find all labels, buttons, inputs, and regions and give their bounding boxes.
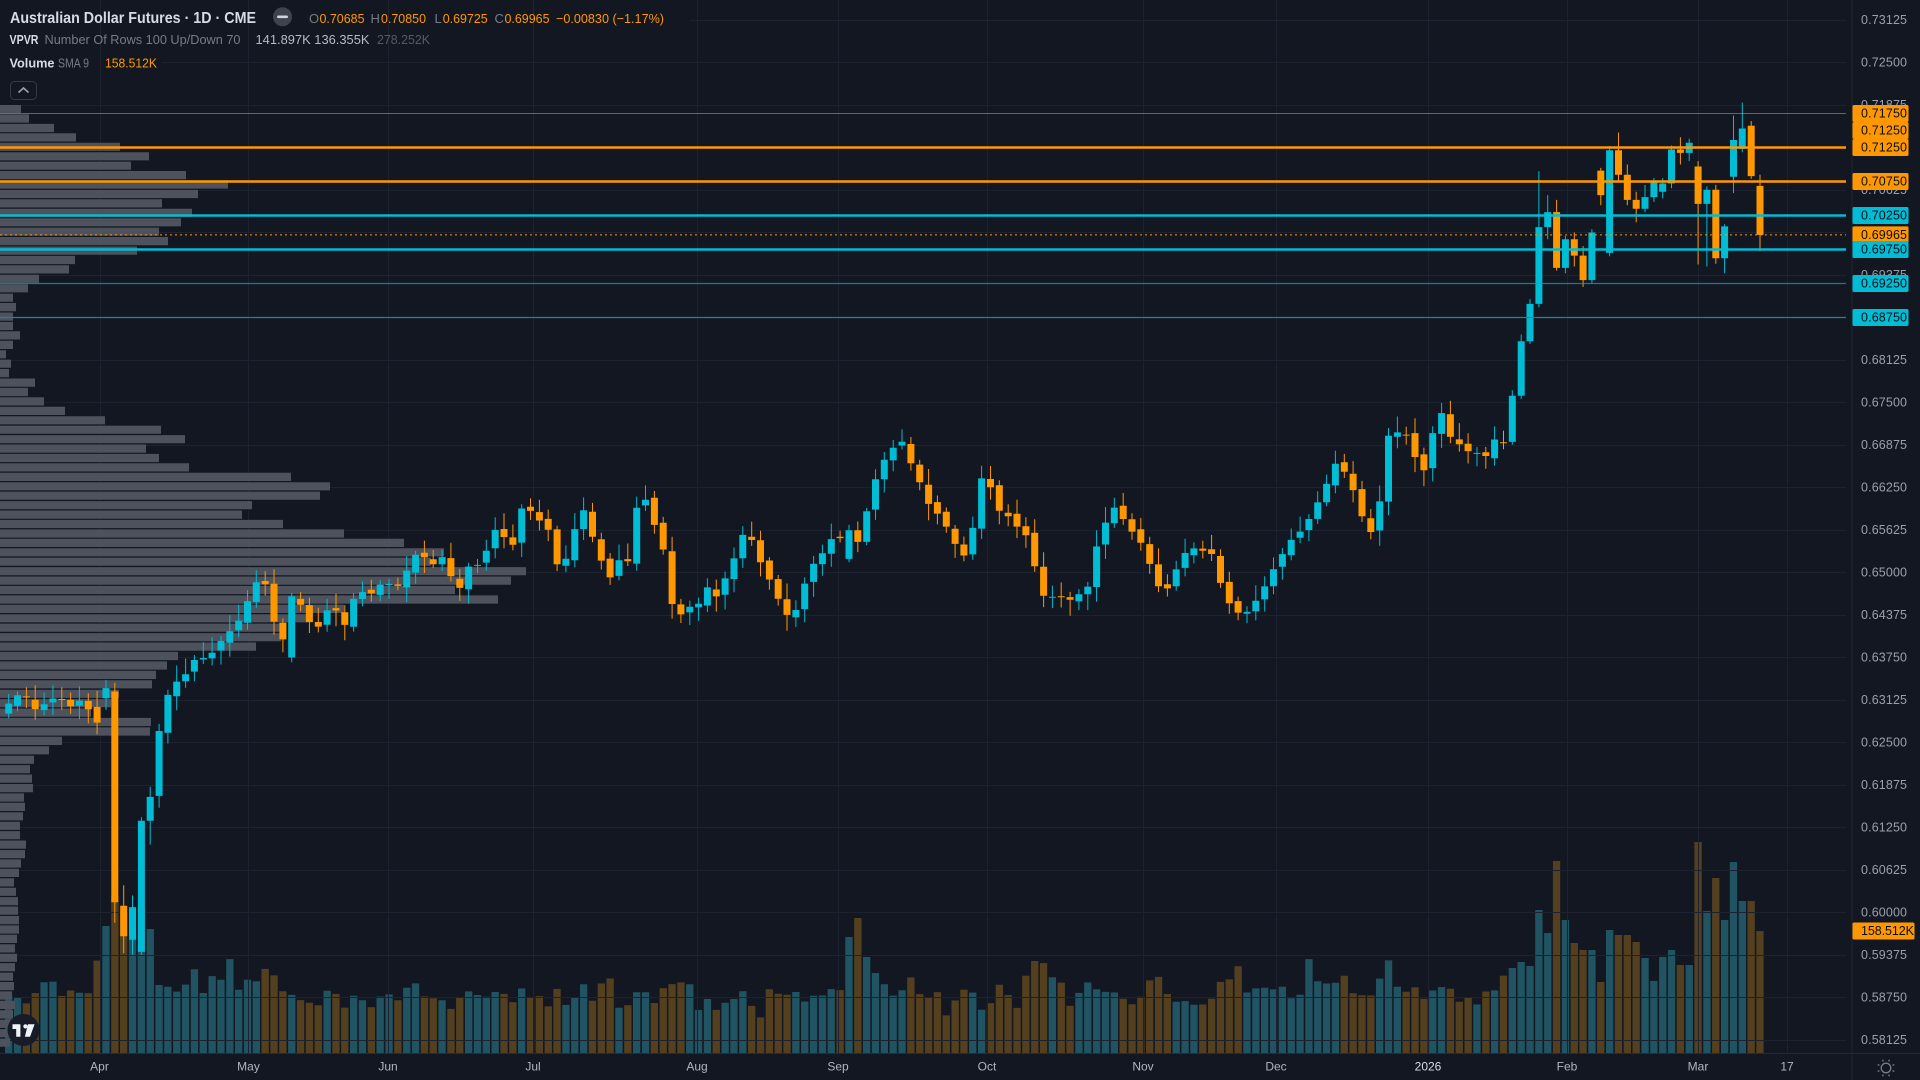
svg-text:0.69250: 0.69250	[1861, 277, 1907, 291]
svg-text:0.58125: 0.58125	[1861, 1033, 1907, 1047]
svg-text:Nov: Nov	[1132, 1060, 1153, 1074]
svg-text:0.68750: 0.68750	[1861, 311, 1907, 325]
svg-text:0.61250: 0.61250	[1861, 821, 1907, 835]
svg-text:0.65000: 0.65000	[1861, 566, 1907, 580]
svg-text:0.69965: 0.69965	[1861, 228, 1907, 242]
svg-text:0.60625: 0.60625	[1861, 863, 1907, 877]
svg-text:SMA 9: SMA 9	[58, 57, 89, 71]
svg-text:0.70750: 0.70750	[1861, 175, 1907, 189]
svg-text:Dec: Dec	[1265, 1060, 1286, 1074]
svg-text:0.68125: 0.68125	[1861, 353, 1907, 367]
svg-text:Number Of Rows 100 Up/Down 70: Number Of Rows 100 Up/Down 70	[45, 33, 241, 47]
svg-text:0.72500: 0.72500	[1861, 56, 1907, 70]
svg-text:0.73125: 0.73125	[1861, 13, 1907, 27]
svg-text:0.59375: 0.59375	[1861, 948, 1907, 962]
svg-text:VPVR: VPVR	[10, 33, 39, 47]
svg-text:0.69725: 0.69725	[443, 11, 488, 26]
svg-text:0.69965: 0.69965	[505, 11, 550, 26]
svg-text:0.61875: 0.61875	[1861, 778, 1907, 792]
svg-text:Volume: Volume	[10, 57, 55, 71]
svg-text:0.64375: 0.64375	[1861, 608, 1907, 622]
svg-text:Aug: Aug	[686, 1060, 707, 1074]
svg-text:−0.00830 (−1.17%): −0.00830 (−1.17%)	[556, 11, 664, 26]
svg-text:2026: 2026	[1415, 1060, 1442, 1074]
svg-text:Feb: Feb	[1557, 1060, 1578, 1074]
svg-text:0.65625: 0.65625	[1861, 523, 1907, 537]
svg-text:17: 17	[1780, 1060, 1794, 1074]
svg-text:Sep: Sep	[827, 1060, 849, 1074]
svg-text:0.62500: 0.62500	[1861, 736, 1907, 750]
svg-text:H: H	[371, 11, 380, 26]
svg-text:0.60000: 0.60000	[1861, 906, 1907, 920]
svg-text:Mar: Mar	[1688, 1060, 1709, 1074]
svg-text:0.66875: 0.66875	[1861, 438, 1907, 452]
svg-text:158.512K: 158.512K	[1861, 924, 1915, 938]
svg-text:Oct: Oct	[978, 1060, 997, 1074]
svg-text:0.66250: 0.66250	[1861, 481, 1907, 495]
svg-text:O: O	[309, 11, 319, 26]
svg-text:Jun: Jun	[378, 1060, 397, 1074]
svg-text:0.71250: 0.71250	[1861, 124, 1907, 138]
svg-text:Jul: Jul	[525, 1060, 540, 1074]
svg-text:158.512K: 158.512K	[105, 57, 158, 71]
svg-text:0.69750: 0.69750	[1861, 243, 1907, 257]
svg-text:0.63125: 0.63125	[1861, 693, 1907, 707]
svg-text:278.252K: 278.252K	[377, 33, 431, 47]
svg-text:Australian Dollar Futures · 1D: Australian Dollar Futures · 1D · CME	[10, 10, 256, 27]
svg-text:0.71750: 0.71750	[1861, 107, 1907, 121]
svg-text:0.70250: 0.70250	[1861, 209, 1907, 223]
svg-text:0.58750: 0.58750	[1861, 991, 1907, 1005]
svg-text:0.67500: 0.67500	[1861, 396, 1907, 410]
svg-text:0.70685: 0.70685	[320, 11, 365, 26]
svg-text:141.897K 136.355K: 141.897K 136.355K	[256, 33, 371, 47]
svg-text:May: May	[237, 1060, 260, 1074]
svg-text:0.70850: 0.70850	[381, 11, 426, 26]
svg-text:C: C	[495, 11, 504, 26]
svg-text:Apr: Apr	[90, 1060, 109, 1074]
svg-text:L: L	[435, 11, 442, 26]
svg-text:0.63750: 0.63750	[1861, 651, 1907, 665]
svg-text:0.71250: 0.71250	[1861, 141, 1907, 155]
